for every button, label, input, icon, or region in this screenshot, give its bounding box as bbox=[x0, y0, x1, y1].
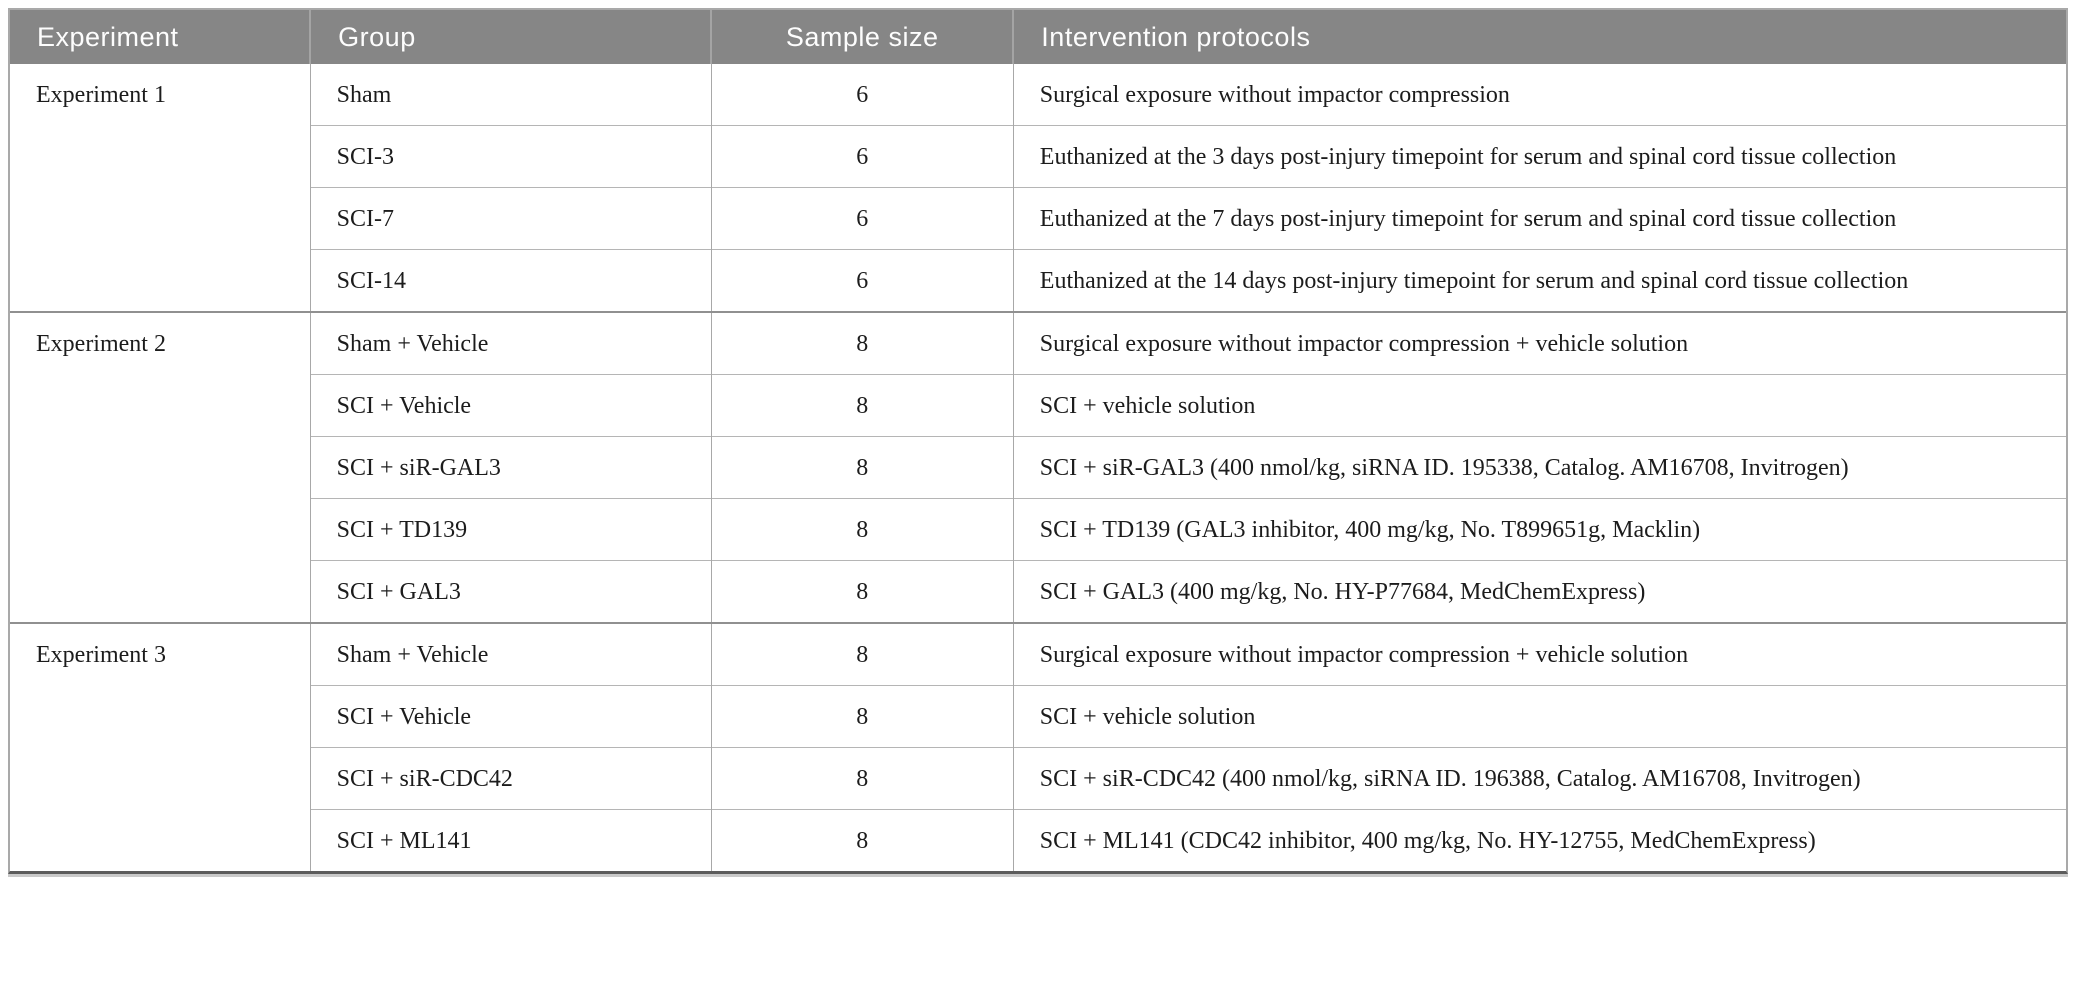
sample-size-cell: 6 bbox=[710, 64, 1014, 126]
protocol-cell: Euthanized at the 3 days post-injury tim… bbox=[1012, 125, 2066, 188]
group-cell: SCI + ML141 bbox=[309, 809, 712, 871]
sample-size-cell: 8 bbox=[710, 685, 1014, 748]
protocol-cell: SCI + vehicle solution bbox=[1012, 685, 2066, 748]
table-row: SCI + siR-GAL3 8 SCI + siR-GAL3 (400 nmol/… bbox=[10, 436, 2066, 499]
table-row: SCI-14 6 Euthanized at the 14 days post-in… bbox=[10, 249, 2066, 312]
sample-size-cell: 8 bbox=[710, 747, 1014, 810]
experiment-protocols-table: Experiment Group Sample size Interventio… bbox=[8, 8, 2068, 874]
header-cell-group: Group bbox=[309, 10, 712, 64]
table-row: SCI + ML141 8 SCI + ML141 (CDC42 inhibitor… bbox=[10, 809, 2066, 871]
group-cell: SCI + siR-CDC42 bbox=[309, 747, 712, 810]
group-cell: SCI-3 bbox=[309, 125, 712, 188]
table-body: Experiment 1 Sham 6 Surgical exposure witho… bbox=[10, 64, 2066, 871]
group-cell: SCI + TD139 bbox=[309, 498, 712, 561]
protocol-table: Experiment Group Sample size Interventio… bbox=[10, 10, 2066, 871]
sample-size-cell: 6 bbox=[710, 249, 1014, 312]
group-cell: Sham + Vehicle bbox=[309, 622, 712, 686]
sample-size-cell: 6 bbox=[710, 125, 1014, 188]
group-cell: SCI + Vehicle bbox=[309, 374, 712, 437]
protocol-cell: SCI + siR-GAL3 (400 nmol/kg, siRNA ID. 1… bbox=[1012, 436, 2066, 499]
sample-size-cell: 8 bbox=[710, 311, 1014, 375]
sample-size-cell: 8 bbox=[710, 560, 1014, 623]
table-row: SCI + GAL3 8 SCI + GAL3 (400 mg/kg, No. HY… bbox=[10, 560, 2066, 623]
protocol-cell: Surgical exposure without impactor compr… bbox=[1012, 622, 2066, 686]
protocol-cell: SCI + ML141 (CDC42 inhibitor, 400 mg/kg,… bbox=[1012, 809, 2066, 871]
group-cell: SCI-14 bbox=[309, 249, 712, 312]
protocol-cell: Euthanized at the 7 days post-injury tim… bbox=[1012, 187, 2066, 250]
group-cell: SCI + GAL3 bbox=[309, 560, 712, 623]
group-cell: SCI-7 bbox=[309, 187, 712, 250]
table-row: SCI-7 6 Euthanized at the 7 days post-inju… bbox=[10, 187, 2066, 250]
header-cell-intervention-protocols: Intervention protocols bbox=[1012, 10, 2066, 64]
protocol-cell: SCI + siR-CDC42 (400 nmol/kg, siRNA ID. … bbox=[1012, 747, 2066, 810]
experiment-cell: Experiment 1 bbox=[10, 64, 311, 312]
table-row: SCI + TD139 8 SCI + TD139 (GAL3 inhibitor,… bbox=[10, 498, 2066, 561]
sample-size-cell: 8 bbox=[710, 374, 1014, 437]
sample-size-cell: 8 bbox=[710, 436, 1014, 499]
table-header: Experiment Group Sample size Interventio… bbox=[10, 10, 2066, 64]
table-row: SCI-3 6 Euthanized at the 3 days post-inju… bbox=[10, 125, 2066, 188]
group-cell: SCI + Vehicle bbox=[309, 685, 712, 748]
header-cell-sample-size: Sample size bbox=[710, 10, 1014, 64]
header-cell-experiment: Experiment bbox=[10, 10, 311, 64]
experiment-cell: Experiment 2 bbox=[10, 311, 311, 623]
header-row: Experiment Group Sample size Interventio… bbox=[10, 10, 2066, 64]
protocol-cell: Surgical exposure without impactor compr… bbox=[1012, 311, 2066, 375]
sample-size-cell: 8 bbox=[710, 498, 1014, 561]
table-row: SCI + siR-CDC42 8 SCI + siR-CDC42 (400 nmo… bbox=[10, 747, 2066, 810]
table-row: Experiment 1 Sham 6 Surgical exposure witho… bbox=[10, 64, 2066, 312]
protocol-cell: SCI + GAL3 (400 mg/kg, No. HY-P77684, Me… bbox=[1012, 560, 2066, 623]
table-row: Experiment 2 Sham + Vehicle 8 Surgical expo… bbox=[10, 311, 2066, 623]
group-cell: Sham + Vehicle bbox=[309, 311, 712, 375]
protocol-cell: SCI + TD139 (GAL3 inhibitor, 400 mg/kg, … bbox=[1012, 498, 2066, 561]
experiment-cell: Experiment 3 bbox=[10, 622, 311, 871]
sample-size-cell: 6 bbox=[710, 187, 1014, 250]
table-row: SCI + Vehicle 8 SCI + vehicle solution bbox=[10, 685, 2066, 748]
group-cell: Sham bbox=[309, 64, 712, 126]
protocol-cell: Euthanized at the 14 days post-injury ti… bbox=[1012, 249, 2066, 312]
sample-size-cell: 8 bbox=[710, 622, 1014, 686]
protocol-cell: SCI + vehicle solution bbox=[1012, 374, 2066, 437]
sample-size-cell: 8 bbox=[710, 809, 1014, 871]
protocol-cell: Surgical exposure without impactor compr… bbox=[1012, 64, 2066, 126]
table-row: SCI + Vehicle 8 SCI + vehicle solution bbox=[10, 374, 2066, 437]
table-row: Experiment 3 Sham + Vehicle 8 Surgical expo… bbox=[10, 622, 2066, 871]
group-cell: SCI + siR-GAL3 bbox=[309, 436, 712, 499]
